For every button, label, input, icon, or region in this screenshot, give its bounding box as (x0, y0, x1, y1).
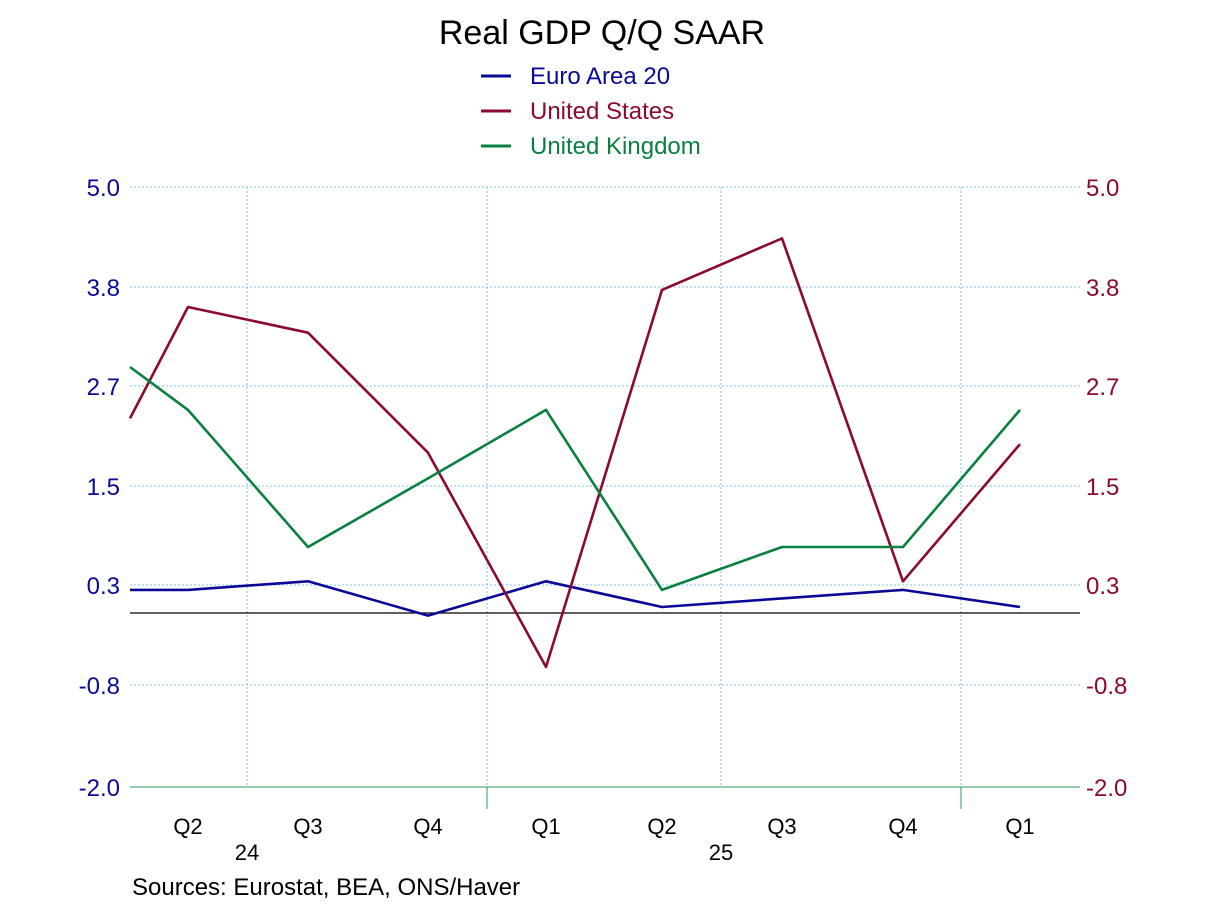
legend: Euro Area 20 United States United Kingdom (481, 63, 701, 160)
legend-label: Euro Area 20 (530, 63, 670, 90)
right-tick-label: -2.0 (1086, 775, 1127, 802)
right-tick-label: 1.5 (1086, 474, 1119, 501)
left-tick-label: 3.8 (87, 275, 120, 302)
legend-label: United States (530, 98, 674, 125)
x-axis: Q2 Q3 Q4 Q1 Q2 Q3 Q4 Q1 24 25 (173, 814, 1034, 865)
year-label: 24 (235, 840, 259, 865)
left-axis: 5.0 3.8 2.7 1.5 0.3 -0.8 -2.0 (79, 175, 120, 802)
x-tick-label: Q2 (173, 814, 202, 839)
x-tick-label: Q3 (293, 814, 322, 839)
left-tick-label: 1.5 (87, 474, 120, 501)
series-line (129, 365, 1021, 592)
right-tick-label: 5.0 (1086, 175, 1119, 202)
x-tick-label: Q1 (1005, 814, 1034, 839)
x-tick-label: Q4 (413, 814, 442, 839)
year-label: 25 (709, 840, 733, 865)
left-tick-label: 5.0 (87, 175, 120, 202)
right-tick-label: 2.7 (1086, 374, 1119, 401)
grid (130, 186, 1080, 809)
right-tick-label: 3.8 (1086, 275, 1119, 302)
right-axis: 5.0 3.8 2.7 1.5 0.3 -0.8 -2.0 (1086, 175, 1127, 802)
x-tick-label: Q3 (767, 814, 796, 839)
source-note: Sources: Eurostat, BEA, ONS/Haver (132, 874, 520, 901)
series-line (130, 579, 1021, 617)
right-tick-label: -0.8 (1086, 673, 1127, 700)
series-lines (128, 237, 1021, 669)
right-tick-label: 0.3 (1086, 573, 1119, 600)
left-tick-label: -2.0 (79, 775, 120, 802)
legend-label: United Kingdom (530, 133, 701, 160)
x-tick-label: Q1 (531, 814, 560, 839)
left-tick-label: 0.3 (87, 573, 120, 600)
x-tick-label: Q2 (647, 814, 676, 839)
chart-title: Real GDP Q/Q SAAR (439, 14, 765, 52)
left-tick-label: 2.7 (87, 374, 120, 401)
left-tick-label: -0.8 (79, 673, 120, 700)
x-tick-label: Q4 (888, 814, 917, 839)
